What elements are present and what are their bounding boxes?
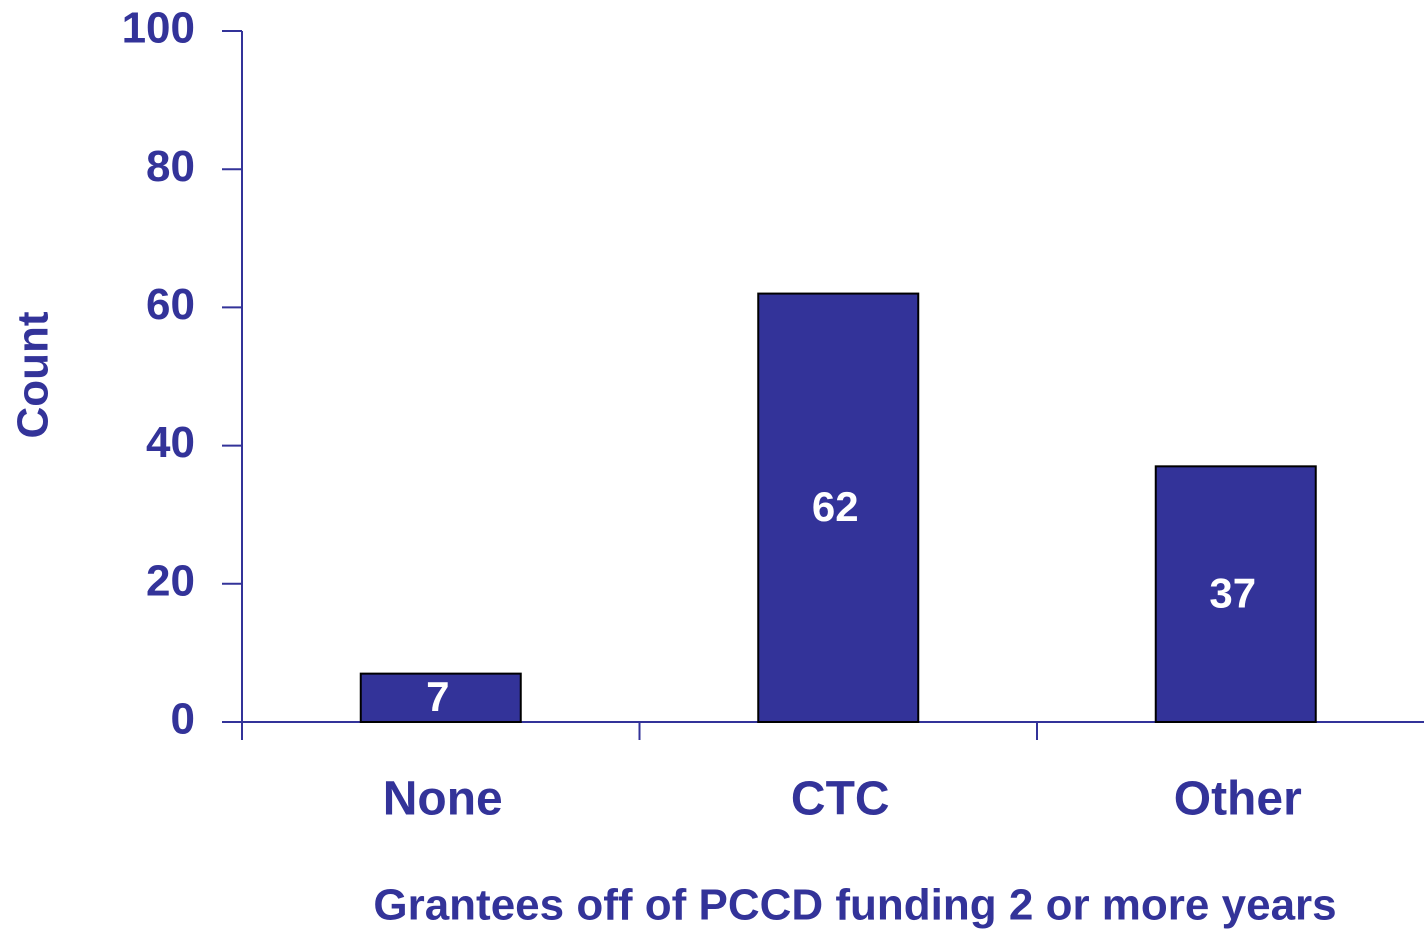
- y-axis-label: Count: [9, 311, 58, 438]
- bar: [1154, 465, 1317, 723]
- bar: [757, 292, 920, 723]
- y-tick-label: 80: [146, 142, 195, 191]
- bar: [359, 672, 522, 724]
- x-axis-label: Grantees off of PCCD funding 2 or more y…: [373, 881, 1336, 930]
- y-tick-label: 60: [146, 280, 195, 329]
- y-tick-label: 20: [146, 556, 195, 605]
- y-tick-label: 0: [171, 695, 195, 744]
- x-tick-label: CTC: [791, 773, 890, 826]
- data-label: 7: [426, 673, 449, 720]
- y-tick-label: 40: [146, 418, 195, 467]
- x-tick-label: Other: [1174, 773, 1302, 826]
- data-label: 37: [1209, 569, 1256, 616]
- data-label: 62: [812, 483, 859, 530]
- x-tick-label: None: [383, 773, 503, 826]
- y-tick-label: 100: [122, 4, 195, 53]
